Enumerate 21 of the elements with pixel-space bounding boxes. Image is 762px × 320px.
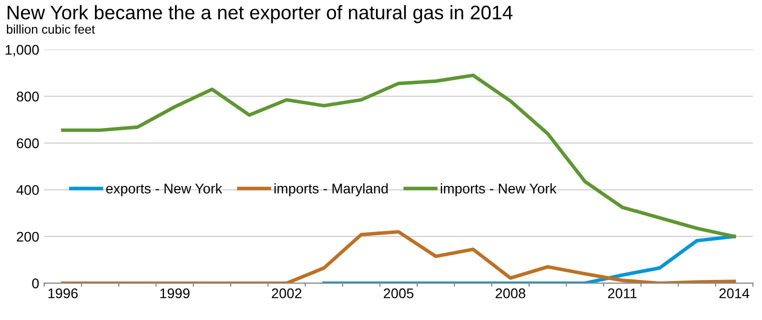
chart-subtitle: billion cubic feet [6, 24, 95, 34]
x-tick-label: 2002 [272, 288, 302, 298]
x-tick-label: 1999 [160, 288, 190, 298]
y-tick-label: 1,000 [6, 44, 39, 56]
y-tick-label: 0 [32, 278, 39, 288]
legend-label: imports - Maryland [274, 183, 388, 196]
x-tick-label: 1996 [48, 288, 78, 298]
y-tick-label: 800 [16, 92, 39, 102]
y-tick-label: 600 [16, 138, 39, 148]
line-series [61, 74, 736, 238]
y-tick-label: 200 [16, 232, 39, 242]
x-tick-label: 2008 [496, 288, 526, 298]
x-tick-label: 2014 [719, 288, 750, 298]
legend-label: exports - New York [106, 183, 222, 196]
line-series [61, 230, 736, 284]
x-tick-label: 2011 [608, 288, 637, 298]
chart-title: New York became the a net exporter of natural gas in 2014 [8, 5, 513, 24]
x-tick-label: 2005 [384, 288, 414, 298]
line-series [322, 234, 736, 284]
legend-label: imports - New York [440, 183, 557, 196]
y-tick-label: 400 [16, 185, 39, 195]
